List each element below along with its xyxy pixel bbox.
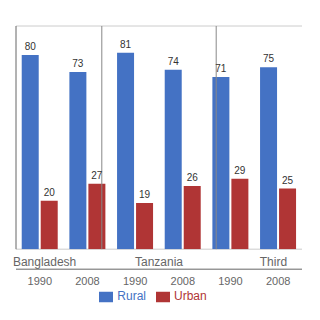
svg-text:1990: 1990: [218, 275, 242, 287]
svg-text:1990: 1990: [123, 275, 147, 287]
svg-text:71: 71: [215, 63, 227, 74]
svg-text:Third: Third: [260, 255, 287, 269]
svg-text:2008: 2008: [171, 275, 195, 287]
svg-text:2008: 2008: [266, 275, 290, 287]
svg-text:Tanzania: Tanzania: [135, 255, 183, 269]
html-text:Rural: Rural: [117, 289, 146, 304]
svg-text:2008: 2008: [75, 275, 99, 287]
html-text:Urban: Urban: [174, 289, 207, 304]
svg-text:81: 81: [120, 39, 132, 50]
svg-text:26: 26: [187, 172, 199, 183]
svg-text:80: 80: [25, 41, 37, 52]
svg-text:19: 19: [139, 189, 151, 200]
svg-text:25: 25: [282, 175, 294, 186]
svg-text:74: 74: [168, 56, 180, 67]
svg-text:Bangladesh: Bangladesh: [13, 255, 76, 269]
svg-text:1990: 1990: [28, 275, 52, 287]
svg-text:75: 75: [263, 53, 275, 64]
svg-text:29: 29: [234, 165, 246, 176]
svg-text:20: 20: [44, 187, 56, 198]
svg-text:73: 73: [72, 58, 84, 69]
svg-text:27: 27: [91, 170, 103, 181]
